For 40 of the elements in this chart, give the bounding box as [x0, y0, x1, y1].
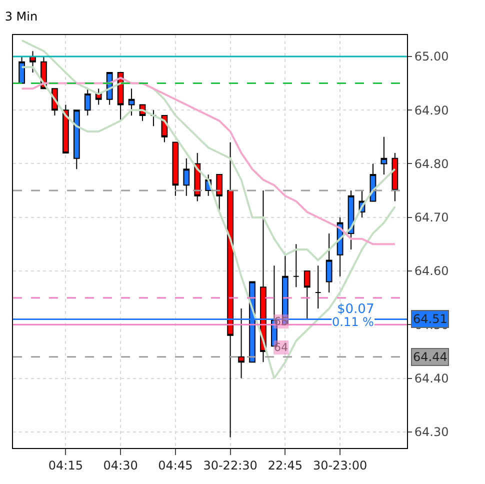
- line-series: [20, 76, 396, 246]
- line-series: [20, 66, 396, 380]
- candlestick: [150, 110, 157, 127]
- y-tick-label: 64.70: [414, 210, 449, 225]
- candlestick: [216, 174, 223, 212]
- annotation: 0.11 %: [332, 315, 374, 329]
- candlestick: [172, 142, 179, 196]
- candlestick: [238, 308, 244, 379]
- candlestick: [95, 88, 102, 106]
- x-tick-label: 30-22:30: [203, 458, 258, 472]
- candlestick: [18, 56, 25, 84]
- candlestick: [304, 270, 310, 320]
- annotation: $0.07: [337, 302, 374, 317]
- candlestick: [392, 152, 398, 202]
- y-tick-label: 64.30: [414, 425, 449, 440]
- ref-line-label: 64.44: [413, 350, 448, 364]
- candlestick: [30, 50, 36, 74]
- x-tick-label: 04:30: [103, 458, 138, 472]
- candlestick: [183, 158, 190, 196]
- candlestick: [62, 104, 69, 154]
- x-tick-label: 30-23:00: [312, 458, 368, 472]
- y-tick-label: 64.80: [414, 156, 449, 171]
- candlestick: [326, 232, 332, 293]
- line-series: [20, 39, 396, 262]
- y-tick-label: 64.60: [414, 264, 449, 278]
- chart-title: 3 Min: [4, 10, 38, 24]
- candlestick: [314, 265, 322, 310]
- ref-line-label: 64.51: [413, 312, 448, 326]
- x-tick-label: 04:15: [48, 458, 83, 472]
- x-tick-label: 22:45: [268, 458, 302, 472]
- candlestick: [380, 136, 388, 175]
- y-tick-label: 64.40: [414, 371, 449, 386]
- y-tick-label: 64.90: [414, 103, 449, 118]
- candlestick: [84, 88, 91, 116]
- candlestick: [73, 110, 80, 170]
- y-tick-label: 65.00: [414, 50, 449, 64]
- candlestick: [128, 88, 135, 116]
- candlestick: [292, 244, 300, 288]
- annotation: 64: [274, 341, 288, 354]
- x-tick-label: 04:45: [158, 458, 193, 472]
